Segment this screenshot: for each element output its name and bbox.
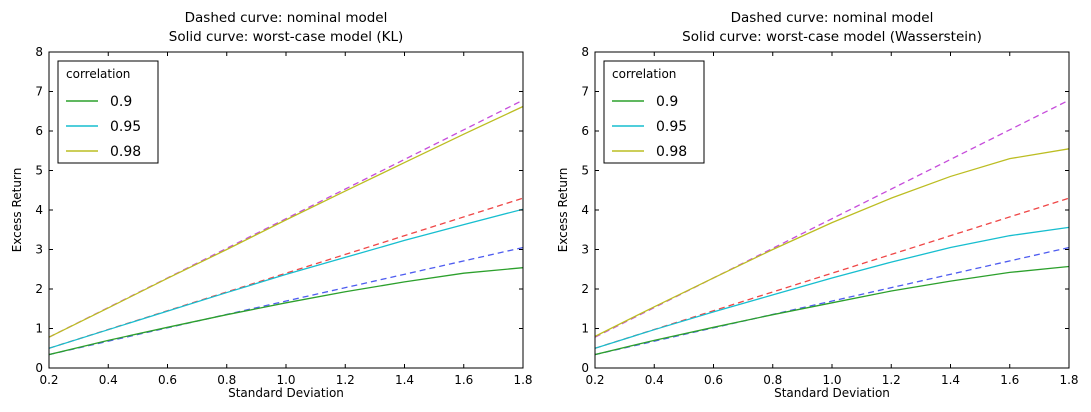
nominal-curve-0 bbox=[49, 246, 523, 356]
chart-title-line: Dashed curve: nominal model bbox=[731, 10, 934, 26]
chart-title-line: Dashed curve: nominal model bbox=[185, 10, 388, 26]
legend-entry-label: 0.9 bbox=[110, 94, 132, 110]
x-tick-label: 0.6 bbox=[704, 373, 723, 387]
x-tick-label: 0.6 bbox=[158, 373, 177, 387]
y-tick-label: 2 bbox=[35, 282, 43, 296]
y-tick-label: 6 bbox=[35, 124, 43, 138]
chart-panel-kl: Dashed curve: nominal model Solid curve: … bbox=[0, 0, 545, 412]
worst-case-curve-3 bbox=[595, 265, 1069, 356]
y-axis-label: Excess Return bbox=[10, 168, 24, 253]
legend-entry-label: 0.98 bbox=[110, 144, 141, 160]
y-tick-label: 5 bbox=[35, 164, 43, 178]
line-chart: Dashed curve: nominal model Solid curve: … bbox=[556, 10, 1079, 400]
y-tick-label: 3 bbox=[581, 243, 589, 257]
x-tick-label: 1.8 bbox=[513, 373, 532, 387]
legend-title: correlation bbox=[612, 67, 676, 81]
legend-entry-label: 0.9 bbox=[656, 94, 678, 110]
y-tick-label: 1 bbox=[35, 322, 43, 336]
y-tick-label: 0 bbox=[35, 361, 43, 375]
legend-box bbox=[57, 60, 159, 164]
x-tick-label: 0.2 bbox=[39, 373, 58, 387]
chart-title-line: Solid curve: worst-case model (Wasserste… bbox=[682, 29, 982, 45]
y-tick-label: 7 bbox=[35, 85, 43, 99]
y-tick-label: 1 bbox=[581, 322, 589, 336]
y-tick-label: 6 bbox=[581, 124, 589, 138]
worst-case-curve-3 bbox=[49, 267, 523, 356]
legend-box bbox=[603, 60, 705, 164]
y-tick-label: 2 bbox=[581, 282, 589, 296]
x-tick-label: 1.0 bbox=[822, 373, 841, 387]
x-axis-label: Standard Deviation bbox=[774, 386, 890, 400]
x-tick-label: 1.2 bbox=[882, 373, 901, 387]
worst-case-curve-5 bbox=[595, 148, 1069, 337]
y-tick-label: 8 bbox=[35, 45, 43, 59]
x-tick-label: 0.8 bbox=[763, 373, 782, 387]
nominal-curve-2 bbox=[595, 99, 1069, 338]
x-tick-label: 1.4 bbox=[941, 373, 960, 387]
x-tick-label: 1.4 bbox=[395, 373, 414, 387]
y-tick-label: 4 bbox=[35, 203, 43, 217]
x-axis-label: Standard Deviation bbox=[228, 386, 344, 400]
x-tick-label: 0.8 bbox=[217, 373, 236, 387]
chart-panel-wasserstein: Dashed curve: nominal model Solid curve: … bbox=[546, 0, 1091, 412]
x-tick-label: 1.6 bbox=[1000, 373, 1019, 387]
y-axis-label: Excess Return bbox=[556, 168, 570, 253]
y-tick-label: 4 bbox=[581, 203, 589, 217]
y-tick-label: 7 bbox=[581, 85, 589, 99]
x-tick-label: 0.2 bbox=[585, 373, 604, 387]
legend-entry-label: 0.98 bbox=[656, 144, 687, 160]
x-tick-label: 1.6 bbox=[454, 373, 473, 387]
legend: correlation 0.9 0.95 0.98 bbox=[603, 60, 705, 164]
y-tick-label: 0 bbox=[581, 361, 589, 375]
x-tick-label: 0.4 bbox=[645, 373, 664, 387]
y-tick-label: 5 bbox=[581, 164, 589, 178]
x-tick-label: 1.2 bbox=[336, 373, 355, 387]
y-tick-label: 8 bbox=[581, 45, 589, 59]
series-group bbox=[595, 99, 1069, 356]
x-tick-label: 0.4 bbox=[99, 373, 118, 387]
worst-case-curve-4 bbox=[595, 226, 1069, 349]
legend-title: correlation bbox=[66, 67, 130, 81]
x-tick-label: 1.8 bbox=[1059, 373, 1078, 387]
nominal-curve-2 bbox=[49, 99, 523, 338]
chart-title-line: Solid curve: worst-case model (KL) bbox=[169, 29, 403, 45]
worst-case-curve-4 bbox=[49, 208, 523, 349]
legend-entry-label: 0.95 bbox=[110, 119, 141, 135]
x-tick-label: 1.0 bbox=[276, 373, 295, 387]
nominal-curve-0 bbox=[595, 246, 1069, 356]
series-group bbox=[49, 99, 523, 356]
line-chart: Dashed curve: nominal model Solid curve: … bbox=[10, 10, 533, 400]
legend: correlation 0.9 0.95 0.98 bbox=[57, 60, 159, 164]
y-tick-label: 3 bbox=[35, 243, 43, 257]
worst-case-curve-5 bbox=[49, 105, 523, 338]
legend-entry-label: 0.95 bbox=[656, 119, 687, 135]
